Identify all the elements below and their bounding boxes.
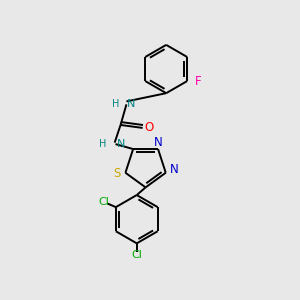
Text: N: N: [127, 99, 136, 110]
Text: H: H: [99, 139, 107, 149]
Text: N: N: [117, 139, 125, 149]
Text: H: H: [112, 99, 120, 110]
Text: S: S: [113, 167, 121, 180]
Text: Cl: Cl: [131, 250, 142, 260]
Text: O: O: [145, 122, 154, 134]
Text: Cl: Cl: [98, 197, 109, 207]
Text: F: F: [195, 75, 202, 88]
Text: N: N: [169, 163, 178, 176]
Text: N: N: [154, 136, 163, 149]
